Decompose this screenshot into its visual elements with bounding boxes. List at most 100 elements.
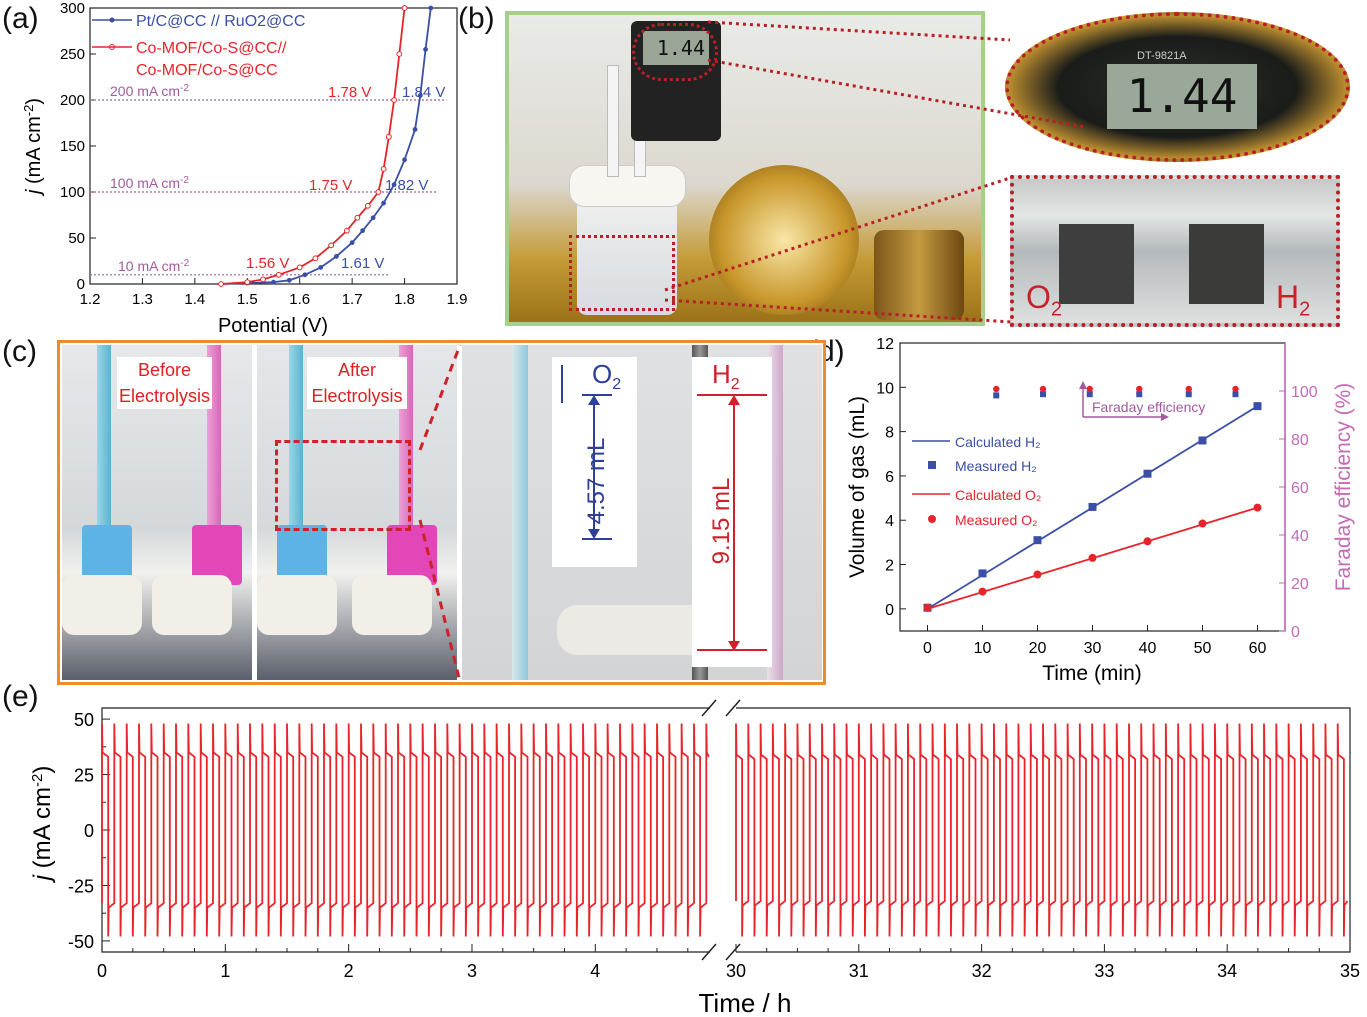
measured-o2-point [1198,519,1207,528]
legend-label-ptc: Pt/C@CC // RuO2@CC [136,13,305,30]
data-point [396,51,403,57]
guide-label: 200 mA cm-2 [110,83,189,100]
data-point [428,5,434,11]
electrode-right [1189,224,1264,304]
xlabel-d: Time (min) [1042,662,1142,685]
guide-label: 100 mA cm-2 [110,175,189,192]
data-point [381,200,386,206]
o2-gas-label: O2 [592,359,622,394]
measured-h2-point [978,569,987,578]
data-point [360,228,366,234]
x-tick-label: 2 [344,961,354,981]
data-point [364,202,371,209]
y-tick-label: 50 [68,230,85,247]
chart-a: 1.2 1.3 1.4 1.5 1.6 1.7 1.8 1.9 0 50 100 150 200 250 3… [21,0,468,337]
y2label-d: Faraday efficiency (%) [1332,383,1355,592]
label-h2: H2 [1276,279,1311,321]
data-point [380,166,387,172]
x-tick-label: 1.2 [80,291,101,308]
x-tick-label: 1.9 [447,291,468,308]
after-label: After Electrolysis [307,357,407,409]
voltage-label: 1.84 V [402,84,445,101]
data-point [302,272,308,278]
after-cell-left [257,575,337,635]
series-line [221,7,406,285]
y-tick-label: 8 [885,425,894,442]
x-tick-label: 40 [1139,640,1157,657]
data-point [286,277,292,283]
legend-meas-h2: Measured H₂ [955,458,1037,474]
y-tick-label: -25 [68,876,94,896]
y2-tick-label: 0 [1291,624,1300,641]
faraday-o2-point [993,385,1000,393]
y-tick-label: 25 [74,766,94,786]
electrode-rod-1 [607,65,619,177]
y-tick-label: 10 [876,380,894,397]
y2-tick-label: 80 [1291,432,1309,449]
meter-zoom-display: 1.44 [1107,64,1257,129]
legend-d: Calculated H₂ Measured H₂ Calculated O₂ … [912,434,1041,528]
y-tick-label: 2 [885,558,894,575]
measured-o2-point [978,587,987,596]
x-tick-label: 1.7 [342,291,363,308]
x-tick-label: 1.8 [394,291,415,308]
y-tick-label: 0 [84,821,94,841]
faraday-h2-point [1086,391,1093,398]
axis-break-mark [701,943,717,961]
zoom-tube-blue [512,345,528,680]
voltage-label: 1.78 V [328,84,371,101]
y-tick-label: 200 [60,92,85,109]
measured-h2-point [1088,502,1097,511]
photo-c-before: Before Electrolysis [62,345,252,680]
ylabel-d: Volume of gas (mL) [846,396,869,578]
y-tick-label: 50 [74,710,94,730]
data-point [401,5,408,11]
axis-break-mark [725,943,741,961]
measured-o2-point [1088,553,1097,562]
measured-o2-point [1033,570,1042,579]
data-point [218,281,224,287]
meter-model-text: DT-9821A [1137,50,1187,62]
x-tick-label: 35 [1340,961,1360,981]
x-tick-label: 3 [467,961,477,981]
data-point [375,189,382,195]
data-point [328,242,335,249]
data-point [370,215,376,221]
after-tube-blue [289,345,303,565]
faraday-h2-point [1185,391,1192,398]
data-point [354,214,361,221]
zoom-connectors-c [418,344,462,683]
electrolyzer-cap [569,165,686,207]
panel-label-e: (e) [2,680,39,713]
current-trace [101,723,710,937]
photo-c-after: After Electrolysis [257,345,457,680]
voltage-label: 1.82 V [385,177,428,194]
zoom-box-meter [632,23,718,81]
x-tick-label: 30 [726,961,746,981]
measured-o2-point [923,603,932,612]
legend-line-1: Co-MOF/Co-S@CC// [136,40,287,57]
x-tick-label: 1.5 [237,291,258,308]
y2-tick-label: 60 [1291,480,1309,497]
after-label-text: After Electrolysis [311,360,403,406]
data-point [344,227,350,234]
data-point [312,255,319,262]
photo-c-zoom: O2 4.57 mL H2 9.15 mL [462,345,822,680]
axis-break-mark [701,699,717,717]
y-tick-label: 6 [885,469,894,486]
guide-label: 10 mA cm-2 [118,257,190,274]
voltage-label: 1.56 V [246,255,289,272]
before-tube-blue [97,345,111,575]
xlabel-a: Potential (V) [218,315,328,337]
stirling-engine [709,165,859,315]
data-point [275,271,282,278]
x-tick-label: 33 [1094,961,1114,981]
data-point [402,157,407,163]
y-tick-label: -50 [68,932,94,952]
h2-volume-box: H2 9.15 mL [692,357,772,667]
legend-calc-h2: Calculated H₂ [955,434,1041,450]
data-point [391,97,397,103]
x-tick-label: 30 [1084,640,1102,657]
faraday-o2-point [1232,385,1239,393]
